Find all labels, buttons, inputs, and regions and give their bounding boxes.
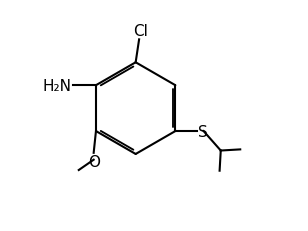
Text: S: S xyxy=(198,124,208,139)
Text: H₂N: H₂N xyxy=(43,78,72,93)
Text: Cl: Cl xyxy=(133,24,148,39)
Text: O: O xyxy=(88,154,100,169)
